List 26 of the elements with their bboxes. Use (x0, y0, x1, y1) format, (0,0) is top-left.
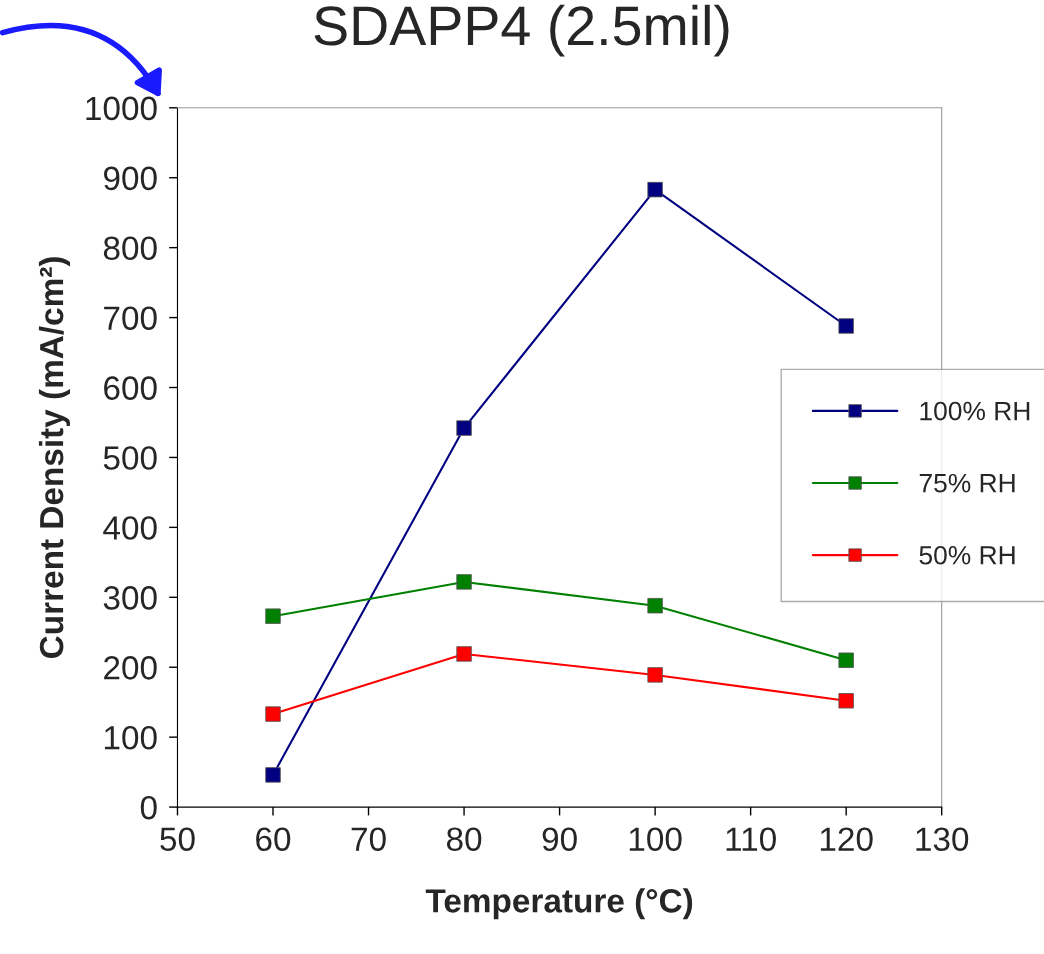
x-tick-label: 120 (820, 827, 873, 852)
legend-label: 100% RH (920, 401, 1030, 421)
x-tick-label: 130 (916, 827, 969, 852)
x-axis-title: Temperature (°C) (425, 888, 693, 920)
x-tick-label: 80 (446, 827, 482, 852)
y-tick-label: 300 (103, 586, 157, 610)
y-tick-label: 900 (103, 166, 157, 191)
x-tick-label: 50 (160, 827, 195, 852)
legend-label: 75% RH (919, 473, 1015, 493)
x-tick-label: 70 (351, 827, 386, 852)
x-tick-label: 90 (542, 827, 577, 852)
y-tick-label: 400 (103, 516, 157, 540)
legend-label: 50% RH (919, 545, 1015, 565)
y-tick-label: 0 (140, 795, 157, 820)
y-tick-label: 800 (103, 236, 157, 261)
x-tick-label: 100 (629, 827, 682, 852)
x-tick-label: 110 (726, 827, 776, 852)
y-tick-label: 500 (103, 446, 157, 470)
y-tick-label: 200 (104, 656, 157, 680)
x-tick-label: 60 (256, 827, 291, 852)
y-tick-label: 1000 (86, 96, 157, 121)
y-tick-label: 600 (104, 376, 157, 400)
y-axis-title: Current Density (mA/cm²) (38, 257, 70, 658)
y-tick-label: 100 (104, 725, 157, 750)
y-tick-label: 700 (104, 306, 157, 330)
chart-title: SDAPP4 (2.5mil) (314, 4, 729, 57)
